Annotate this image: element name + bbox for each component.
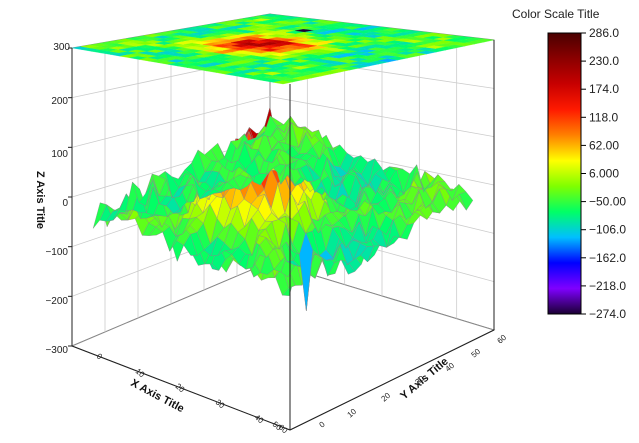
x-tick-label: 0 — [95, 352, 105, 362]
surface-facet — [269, 115, 285, 126]
color-scale-label: −218.0 — [589, 279, 626, 293]
color-scale-labels: 286.0 230.0 174.0 118.0 62.00 6.000 −50.00 −106… — [581, 26, 626, 321]
y-tick-label: 60 — [496, 333, 509, 346]
y-tick-label: 50 — [470, 347, 483, 360]
z-axis-title: Z Axis Title — [34, 171, 46, 229]
z-tick-label: 0 — [62, 198, 68, 209]
z-tick-label: 200 — [51, 96, 68, 107]
color-scale-bar — [547, 32, 582, 315]
y-tick-label: 10 — [346, 407, 359, 420]
axis-edge — [289, 329, 495, 431]
color-scale-label: 62.00 — [589, 138, 619, 152]
color-scale-title: Color Scale Title — [512, 7, 600, 21]
z-tick-label: 300 — [53, 42, 70, 53]
top-projection-map — [71, 13, 495, 85]
color-scale-label: 6.000 — [589, 167, 619, 181]
color-scale-label: 286.0 — [589, 26, 619, 40]
surface-mesh — [92, 107, 474, 312]
z-tick-label: −300 — [45, 345, 68, 356]
z-tick-label: −100 — [45, 247, 68, 258]
color-scale-label: −274.0 — [589, 307, 626, 321]
color-scale-label: 174.0 — [589, 82, 619, 96]
axis-frame — [68, 40, 495, 431]
color-scale-label: −106.0 — [589, 223, 626, 237]
y-tick-label: 0 — [318, 419, 328, 429]
color-scale-label: 230.0 — [589, 54, 619, 68]
color-scale-label: −50.00 — [589, 195, 626, 209]
axis-edge — [71, 345, 291, 431]
z-tick-label: 100 — [51, 149, 68, 160]
color-scale-label: −162.0 — [589, 251, 626, 265]
z-tick-label: −200 — [45, 296, 68, 307]
y-tick-label: 20 — [380, 391, 393, 404]
z-axis-ticks: 300 200 100 0 −100 −200 −300 — [45, 42, 70, 356]
color-scale-label: 118.0 — [589, 110, 618, 124]
